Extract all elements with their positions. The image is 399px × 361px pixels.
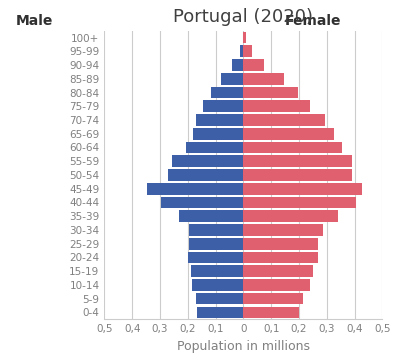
Bar (243, 238, 318, 249)
Title: Portugal (2020): Portugal (2020) (174, 8, 313, 26)
Bar (243, 155, 352, 167)
Bar (243, 59, 264, 71)
Bar (221, 73, 243, 84)
Bar (180, 210, 243, 222)
Bar (243, 128, 334, 140)
Bar (243, 142, 342, 153)
Bar (168, 169, 243, 181)
Bar (172, 155, 243, 167)
Bar (188, 252, 243, 263)
Bar (196, 114, 243, 126)
Bar (240, 45, 243, 57)
Bar (243, 197, 356, 208)
Text: Female: Female (284, 14, 341, 28)
Bar (186, 142, 243, 153)
Bar (161, 197, 243, 208)
Bar (243, 293, 303, 304)
Bar (243, 265, 313, 277)
Bar (211, 87, 243, 98)
Bar (196, 293, 243, 304)
Bar (203, 100, 243, 112)
Bar (191, 265, 243, 277)
Text: Male: Male (16, 14, 53, 28)
Bar (243, 87, 298, 98)
Bar (189, 238, 243, 249)
Bar (243, 252, 318, 263)
Bar (243, 279, 310, 291)
Bar (243, 73, 284, 84)
Bar (243, 114, 326, 126)
Bar (243, 224, 323, 236)
Bar (192, 279, 243, 291)
Bar (243, 183, 361, 195)
Bar (243, 210, 338, 222)
Bar (243, 100, 310, 112)
Bar (243, 306, 299, 318)
Bar (148, 183, 243, 195)
Bar (243, 45, 252, 57)
Bar (198, 306, 243, 318)
Bar (243, 169, 352, 181)
Bar (232, 59, 243, 71)
Bar (194, 128, 243, 140)
Bar (243, 32, 246, 43)
X-axis label: Population in millions: Population in millions (177, 340, 310, 353)
Bar (189, 224, 243, 236)
